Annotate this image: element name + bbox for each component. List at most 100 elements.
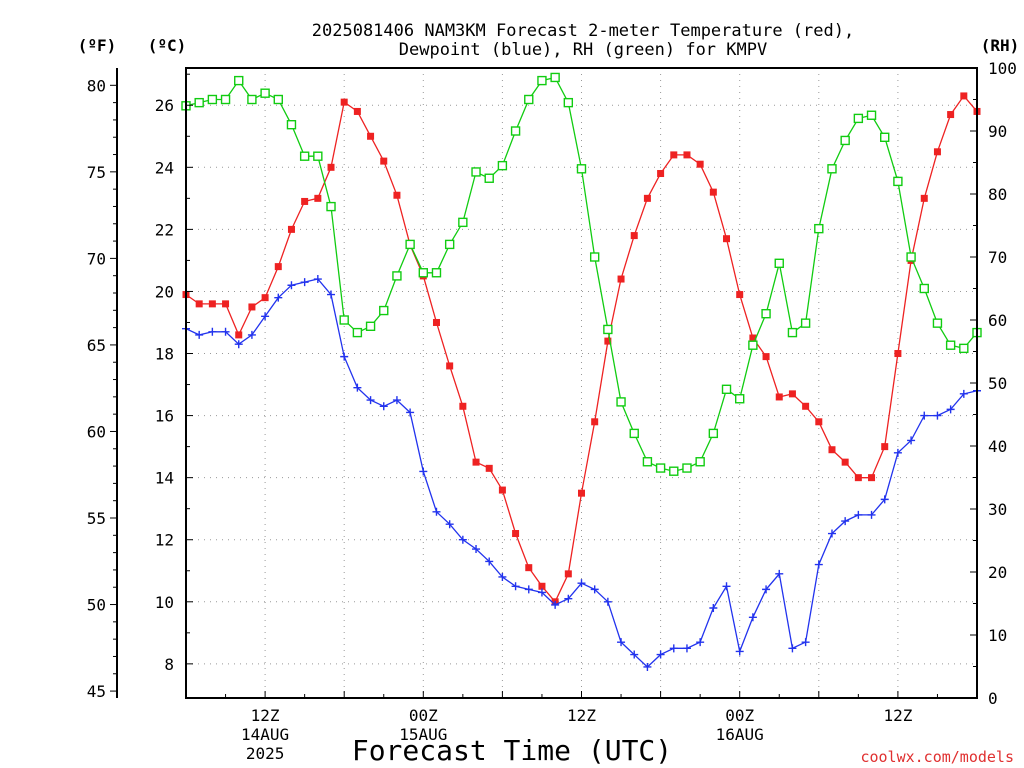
dewpoint-point — [775, 569, 784, 578]
dewpoint-point — [682, 644, 691, 653]
x-tick-label: 00Z — [725, 706, 754, 725]
series-layer — [181, 72, 982, 671]
dewpoint-point — [195, 330, 204, 339]
temperature-point — [841, 458, 849, 466]
rh-point — [959, 343, 969, 354]
temperature-point — [301, 197, 309, 205]
rh-point — [576, 164, 587, 174]
rh-point — [194, 97, 204, 108]
rh-point — [721, 384, 732, 394]
temperature-point — [446, 362, 454, 370]
temperature-point — [367, 132, 375, 140]
celsius-axis-label: (ºC) — [148, 36, 187, 55]
temperature-point — [235, 331, 243, 339]
dewpoint-point — [247, 330, 256, 339]
rh-point — [629, 428, 639, 439]
temperature-point — [749, 334, 757, 342]
dewpoint-point — [234, 340, 243, 349]
dewpoint-point — [537, 588, 546, 597]
temperature-point — [604, 337, 612, 345]
rh-point — [484, 173, 494, 183]
dewpoint-point — [893, 448, 902, 457]
temperature-point — [683, 151, 691, 159]
rh-point — [497, 160, 508, 171]
rh-point — [234, 75, 244, 86]
dewpoint-point — [814, 560, 823, 569]
dewpoint-point — [841, 517, 850, 526]
rh-point — [431, 268, 442, 278]
dewpoint-point — [933, 411, 942, 420]
temperature-point — [802, 402, 810, 410]
rh-point — [299, 151, 310, 161]
grid-lines — [186, 68, 977, 698]
rh-point — [906, 252, 916, 262]
temperature-point — [340, 98, 348, 106]
rh-point — [866, 110, 877, 120]
dewpoint-point — [722, 582, 731, 591]
celsius-tick-label: 22 — [155, 220, 174, 239]
dewpoint-point — [472, 545, 481, 554]
dewpoint-point — [551, 600, 560, 609]
dewpoint-series — [182, 275, 981, 671]
dewpoint-point — [458, 535, 467, 544]
fahrenheit-axis-label: (ºF) — [78, 36, 117, 55]
dewpoint-point — [340, 352, 349, 361]
temperature-point — [287, 225, 295, 233]
rh-point — [352, 327, 363, 338]
rh-tick-label: 30 — [988, 500, 1007, 519]
temperature-point — [868, 474, 876, 482]
temperature-point — [380, 157, 388, 165]
fahrenheit-tick-label: 80 — [87, 76, 106, 95]
x-date-label: 15AUG — [399, 725, 447, 744]
rh-point — [458, 217, 468, 228]
fahrenheit-tick-label: 65 — [87, 336, 106, 355]
temperature-point — [617, 275, 625, 283]
dewpoint-point — [946, 405, 955, 414]
rh-point — [220, 94, 231, 105]
dewpoint-point — [208, 327, 217, 336]
rh-point — [655, 463, 666, 473]
x-year-label: 2025 — [246, 744, 285, 763]
rh-point — [695, 457, 705, 467]
temperature-point — [657, 170, 665, 178]
rh-tick-label: 60 — [988, 311, 1007, 330]
dewpoint-point — [617, 638, 626, 647]
temperature-point — [222, 300, 230, 308]
rh-tick-label: 20 — [988, 563, 1007, 582]
rh-tick-label: 10 — [988, 626, 1007, 645]
rh-point — [603, 324, 613, 335]
rh-point — [273, 94, 283, 105]
dewpoint-point — [366, 396, 375, 405]
rh-point — [853, 113, 864, 124]
dewpoint-point — [432, 507, 441, 516]
rh-point — [735, 394, 745, 404]
rh-point — [748, 340, 758, 350]
dewpoint-point — [274, 293, 283, 302]
dewpoint-point — [788, 644, 797, 653]
dewpoint-point — [920, 411, 929, 420]
x-tick-label: 12Z — [251, 706, 280, 725]
rh-point — [945, 340, 956, 350]
x-date-label: 16AUG — [716, 725, 764, 744]
rh-point — [840, 135, 850, 146]
celsius-tick-label: 20 — [155, 282, 174, 301]
rh-point — [365, 321, 376, 331]
rh-tick-label: 80 — [988, 185, 1007, 204]
rh-point — [339, 315, 349, 325]
dewpoint-point — [867, 510, 876, 519]
rh-point — [814, 223, 824, 234]
rh-tick-label: 40 — [988, 437, 1007, 456]
rh-axis-label: (RH) — [981, 36, 1020, 55]
temperature-point — [670, 151, 678, 159]
temperature-series — [182, 92, 981, 606]
x-date-label: 14AUG — [241, 725, 289, 744]
temperature-point — [314, 194, 322, 202]
temperature-point — [894, 350, 902, 358]
dewpoint-point — [854, 510, 863, 519]
rh-line — [185, 76, 978, 472]
fahrenheit-tick-label: 55 — [87, 509, 106, 528]
rh-point — [774, 258, 784, 268]
temperature-point — [261, 294, 269, 302]
dewpoint-point — [801, 638, 810, 647]
temperature-point — [564, 570, 572, 578]
